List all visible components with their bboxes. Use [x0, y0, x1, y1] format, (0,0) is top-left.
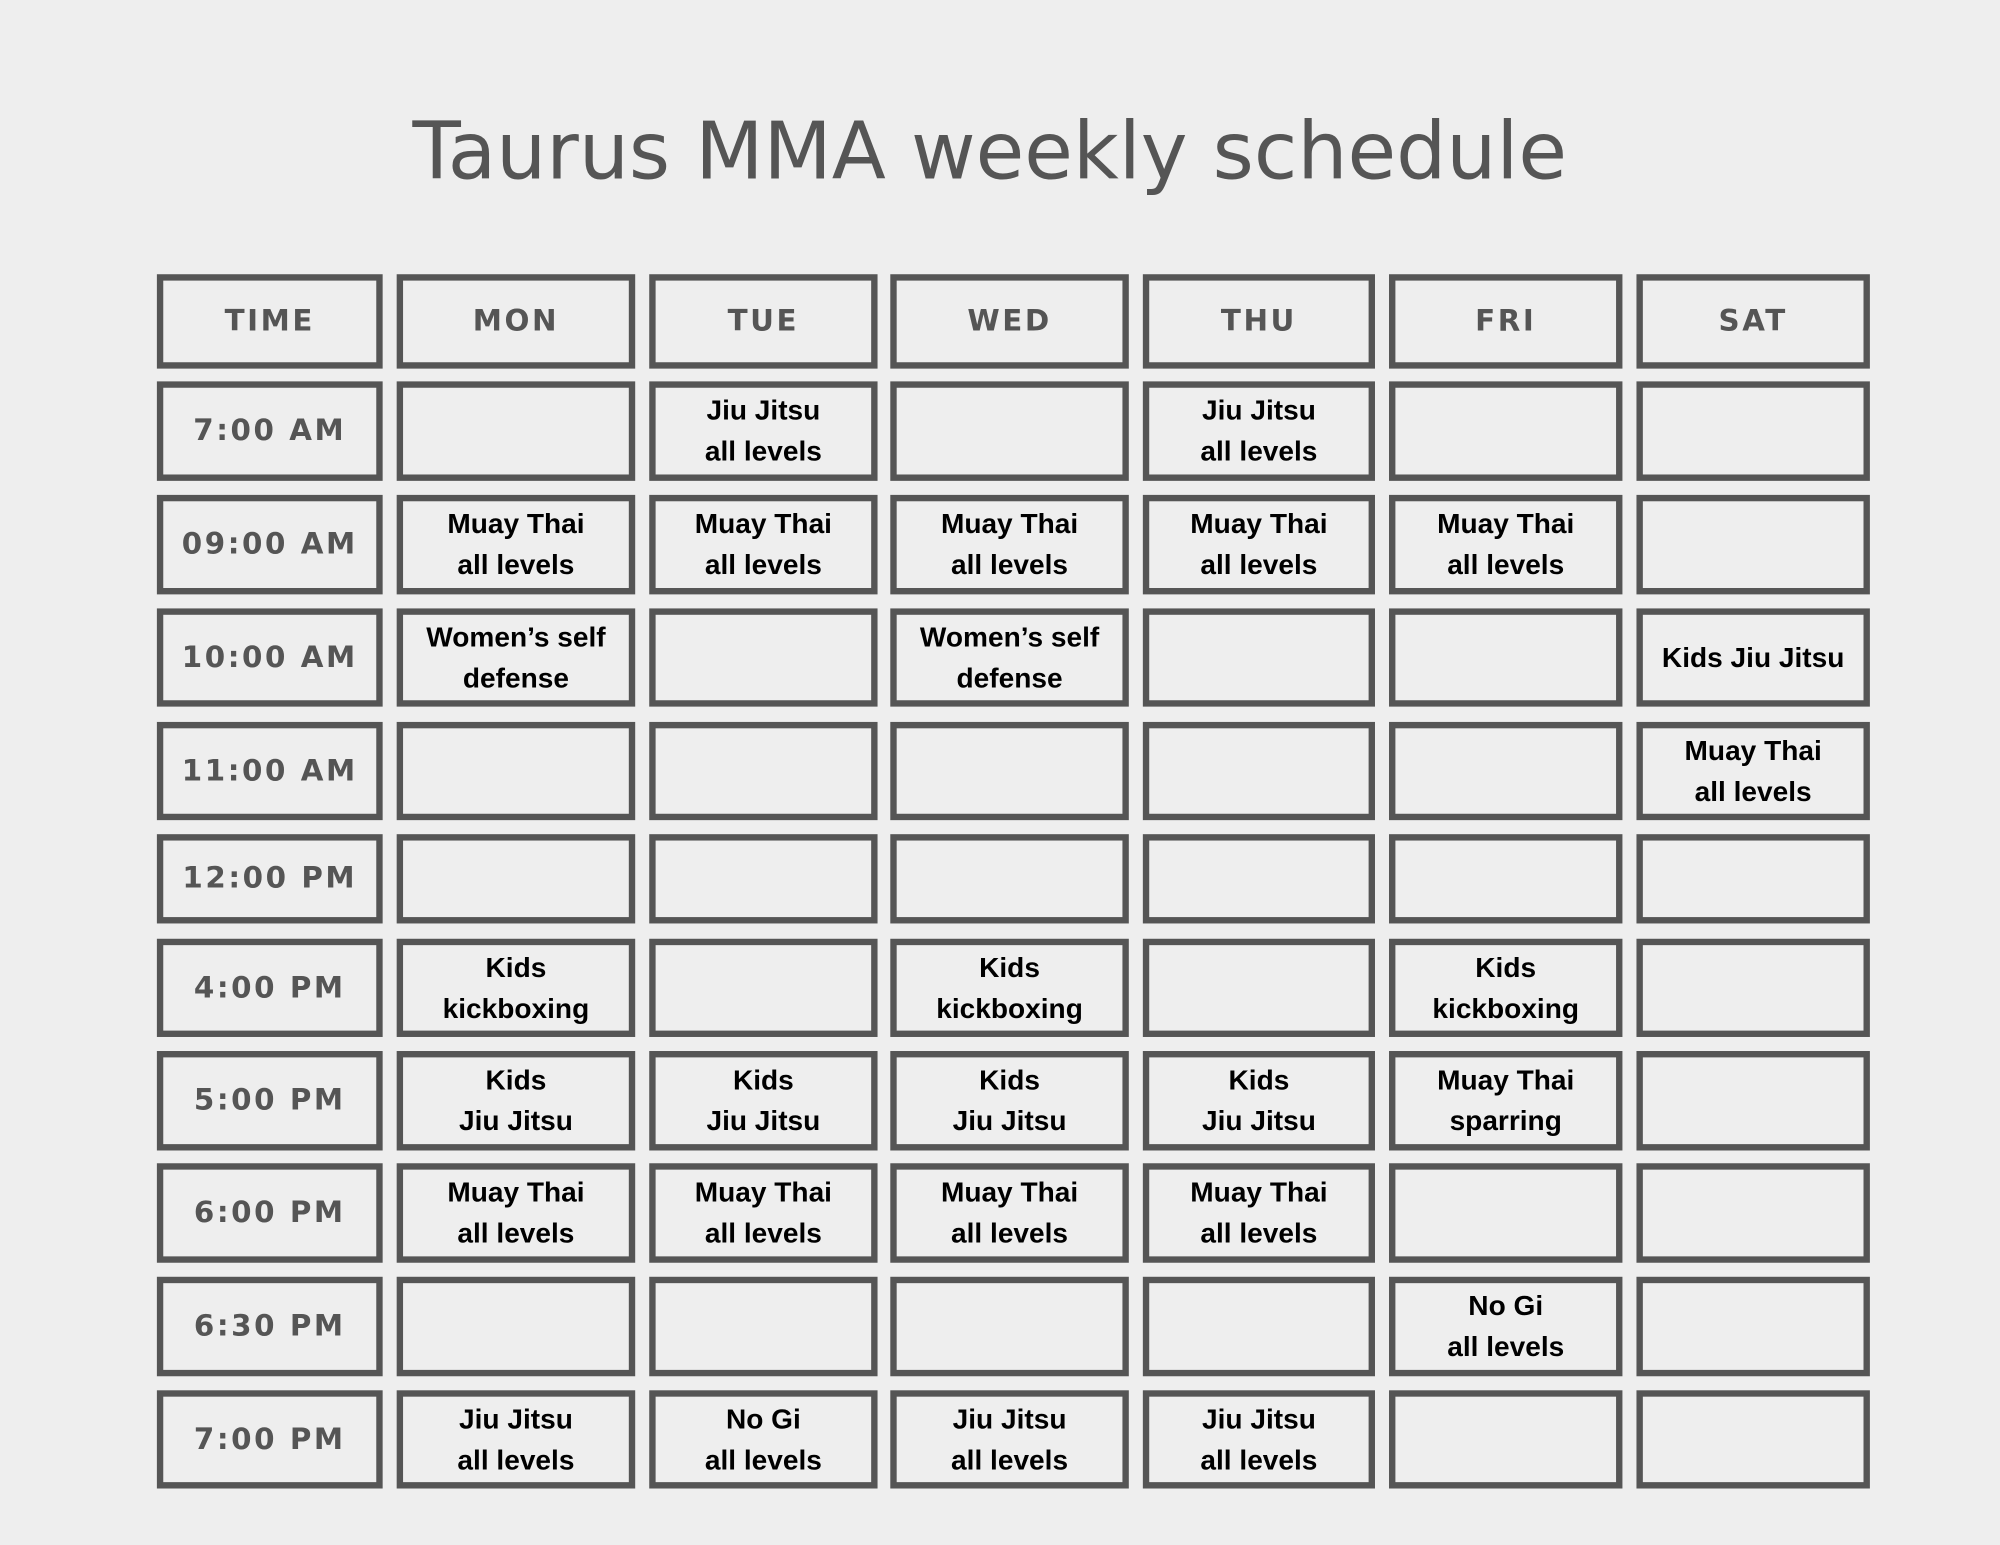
empty-cell	[1389, 834, 1623, 924]
class-cell: Women’s self defense	[396, 608, 636, 707]
class-cell: Muay Thai all levels	[890, 1163, 1129, 1263]
class-cell: Jiu Jitsu all levels	[649, 381, 878, 481]
class-cell: Jiu Jitsu all levels	[890, 1390, 1129, 1489]
class-cell: Muay Thai all levels	[1389, 494, 1623, 595]
class-cell: Jiu Jitsu all levels	[1142, 1390, 1375, 1489]
time-cell: 12:00 PM	[156, 834, 383, 924]
class-cell: Muay Thai all levels	[396, 1163, 636, 1263]
class-cell: Muay Thai all levels	[396, 494, 636, 595]
empty-cell	[1636, 381, 1870, 481]
empty-cell	[1636, 1390, 1870, 1489]
empty-cell	[1636, 834, 1870, 924]
empty-cell	[1636, 1276, 1870, 1377]
class-cell: Muay Thai all levels	[649, 494, 878, 595]
empty-cell	[1142, 608, 1375, 707]
empty-cell	[649, 1276, 878, 1377]
class-cell: No Gi all levels	[1389, 1276, 1623, 1377]
class-cell: Kids Jiu Jitsu	[649, 1051, 878, 1151]
class-cell: Kids Jiu Jitsu	[1142, 1051, 1375, 1151]
empty-cell	[890, 1276, 1129, 1377]
class-cell: Kids kickboxing	[890, 938, 1129, 1037]
column-header-tue: TUE	[649, 274, 878, 369]
class-cell: Jiu Jitsu all levels	[1142, 381, 1375, 481]
empty-cell	[1389, 721, 1623, 821]
class-cell: Kids Jiu Jitsu	[1636, 608, 1870, 707]
empty-cell	[1142, 834, 1375, 924]
time-cell: 6:00 PM	[156, 1163, 383, 1263]
time-cell: 10:00 AM	[156, 608, 383, 707]
empty-cell	[1142, 938, 1375, 1037]
column-header-thu: THU	[1142, 274, 1375, 369]
empty-cell	[1142, 1276, 1375, 1377]
column-header-mon: MON	[396, 274, 636, 369]
empty-cell	[1636, 1163, 1870, 1263]
class-cell: Muay Thai all levels	[649, 1163, 878, 1263]
class-cell: Muay Thai all levels	[890, 494, 1129, 595]
time-cell: 09:00 AM	[156, 494, 383, 595]
class-cell: Kids Jiu Jitsu	[890, 1051, 1129, 1151]
time-cell: 4:00 PM	[156, 938, 383, 1037]
column-header-time: TIME	[156, 274, 383, 369]
class-cell: Kids Jiu Jitsu	[396, 1051, 636, 1151]
empty-cell	[1142, 721, 1375, 821]
class-cell: Muay Thai sparring	[1389, 1051, 1623, 1151]
empty-cell	[396, 1276, 636, 1377]
column-header-wed: WED	[890, 274, 1129, 369]
empty-cell	[1389, 608, 1623, 707]
class-cell: Muay Thai all levels	[1636, 721, 1870, 821]
empty-cell	[1389, 1163, 1623, 1263]
class-cell: No Gi all levels	[649, 1390, 878, 1489]
empty-cell	[1636, 938, 1870, 1037]
page-title: Taurus MMA weekly schedule	[412, 104, 1568, 198]
column-header-sat: SAT	[1636, 274, 1870, 369]
time-cell: 7:00 AM	[156, 381, 383, 481]
time-cell: 6:30 PM	[156, 1276, 383, 1377]
class-cell: Kids kickboxing	[396, 938, 636, 1037]
empty-cell	[1636, 1051, 1870, 1151]
empty-cell	[890, 834, 1129, 924]
column-header-fri: FRI	[1389, 274, 1623, 369]
empty-cell	[649, 608, 878, 707]
class-cell: Muay Thai all levels	[1142, 494, 1375, 595]
time-cell: 5:00 PM	[156, 1051, 383, 1151]
class-cell: Jiu Jitsu all levels	[396, 1390, 636, 1489]
class-cell: Women’s self defense	[890, 608, 1129, 707]
time-cell: 7:00 PM	[156, 1390, 383, 1489]
empty-cell	[1389, 1390, 1623, 1489]
empty-cell	[396, 834, 636, 924]
empty-cell	[396, 721, 636, 821]
time-cell: 11:00 AM	[156, 721, 383, 821]
empty-cell	[649, 834, 878, 924]
class-cell: Kids kickboxing	[1389, 938, 1623, 1037]
class-cell: Muay Thai all levels	[1142, 1163, 1375, 1263]
empty-cell	[890, 381, 1129, 481]
empty-cell	[649, 938, 878, 1037]
empty-cell	[1636, 494, 1870, 595]
empty-cell	[890, 721, 1129, 821]
empty-cell	[1389, 381, 1623, 481]
empty-cell	[649, 721, 878, 821]
empty-cell	[396, 381, 636, 481]
